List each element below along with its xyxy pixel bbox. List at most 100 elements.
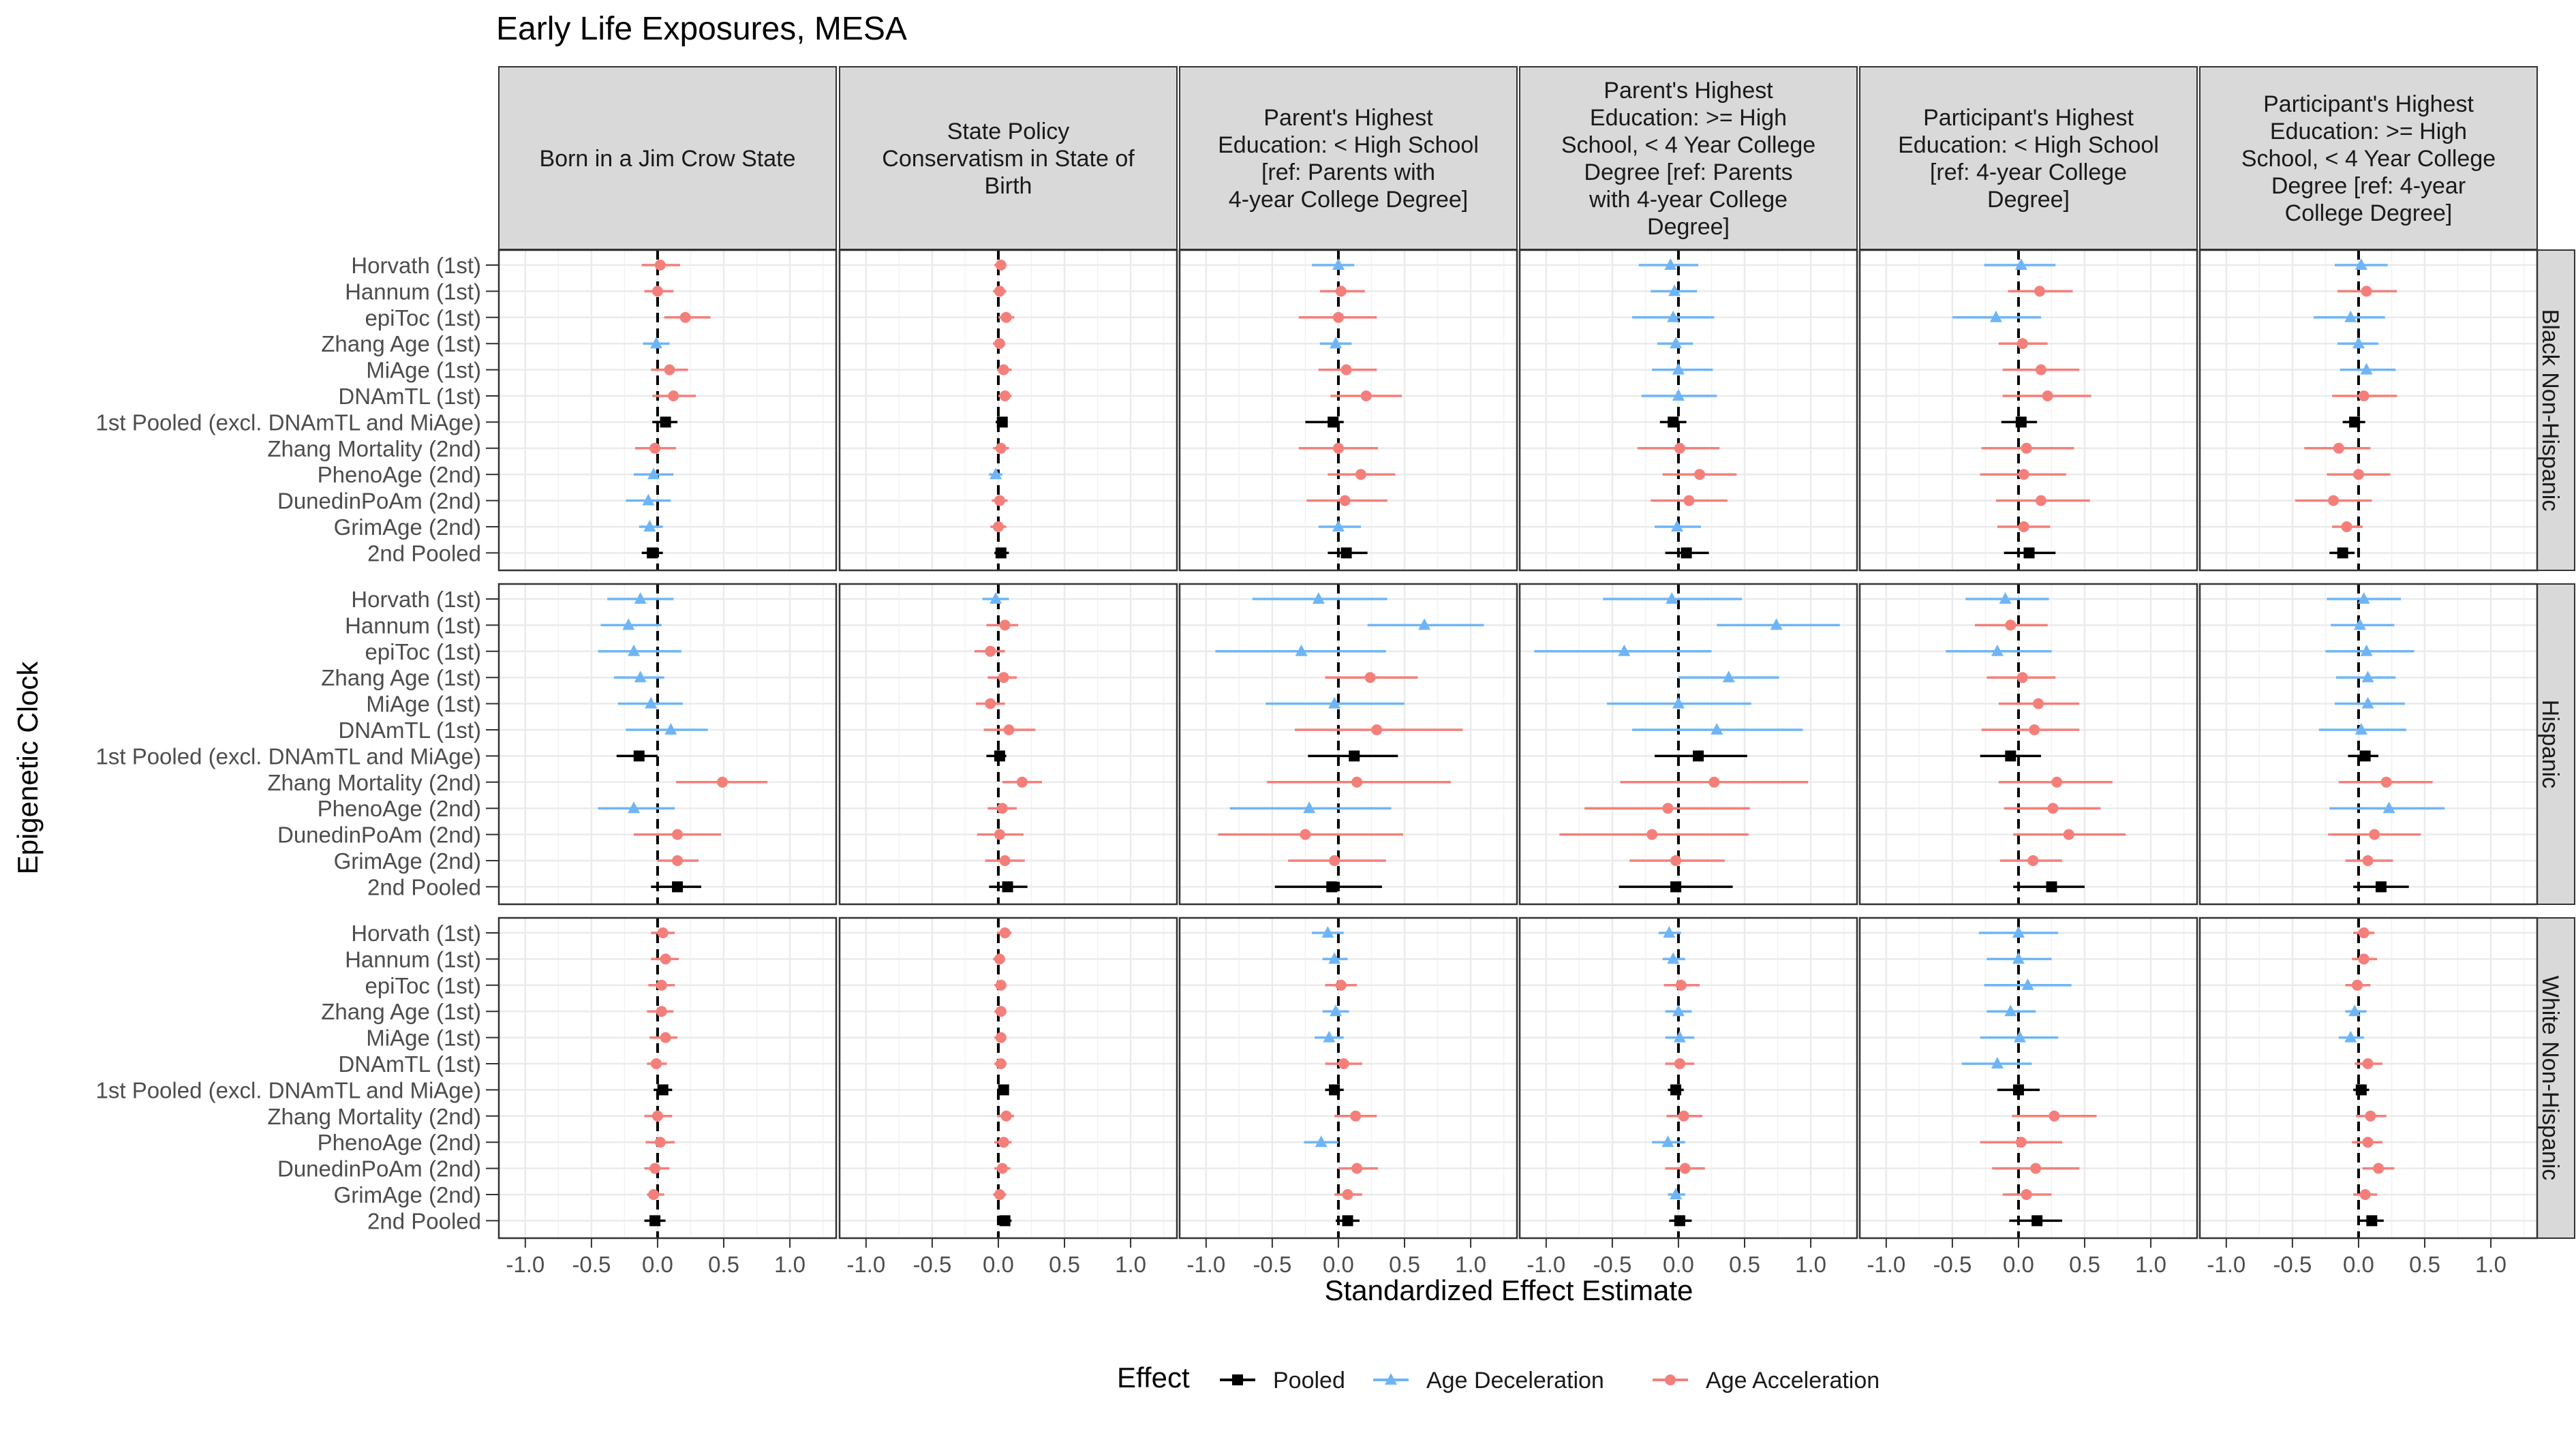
x-tick-label: 0.0	[983, 1252, 1014, 1277]
estimate-point	[2355, 723, 2367, 735]
estimate-point	[1681, 547, 1692, 559]
x-tick-label: 1.0	[2135, 1252, 2166, 1277]
x-tick-label: 0.0	[1323, 1252, 1354, 1277]
y-tick-label: epiToc (1st)	[365, 639, 481, 664]
estimate-point	[2382, 801, 2395, 814]
estimate-point	[2362, 1137, 2374, 1148]
estimate-point	[1678, 1110, 1689, 1122]
estimate-point	[1371, 724, 1383, 735]
y-tick-label: DNAmTL (1st)	[338, 1051, 481, 1077]
estimate-point	[996, 416, 1008, 428]
estimate-point	[2049, 1110, 2060, 1122]
estimate-point	[2063, 829, 2074, 840]
estimate-point	[1000, 1110, 1012, 1122]
x-tick-label: 0.5	[708, 1252, 739, 1277]
facet-panel	[2198, 583, 2539, 906]
estimate-point	[2012, 1084, 2024, 1096]
row-facet-label: White Non-Hispanic	[2537, 976, 2563, 1180]
estimate-point	[672, 855, 684, 866]
estimate-point	[995, 260, 1007, 271]
estimate-point	[1672, 696, 1685, 709]
x-tick-label: 0.5	[1049, 1252, 1080, 1277]
estimate-point	[995, 1058, 1007, 1069]
panel-background	[1180, 918, 1517, 1238]
x-tick-label: 1.0	[1115, 1252, 1146, 1277]
estimate-point	[2361, 671, 2374, 683]
y-tick-label: Hannum (1st)	[345, 279, 481, 304]
estimate-point	[1339, 495, 1351, 506]
estimate-point	[1670, 855, 1682, 866]
estimate-point	[999, 1215, 1011, 1227]
legend-key-marker	[1665, 1374, 1676, 1385]
row-facet-label: Black Non-Hispanic	[2537, 309, 2563, 512]
estimate-point	[2373, 1163, 2385, 1174]
legend-entry: Pooled	[1220, 1368, 1345, 1394]
estimate-point	[2348, 1004, 2361, 1017]
estimate-point	[999, 619, 1011, 631]
estimate-point	[990, 592, 1002, 604]
column-header-label: College Degree]	[2285, 200, 2453, 226]
estimate-point	[994, 829, 1005, 840]
estimate-point	[1670, 881, 1682, 893]
panel-background	[1860, 584, 2197, 904]
estimate-point	[1328, 952, 1341, 964]
estimate-point	[1673, 1030, 1686, 1043]
estimate-point	[1683, 495, 1695, 506]
y-tick-label: MiAge (1st)	[366, 358, 481, 383]
estimate-point	[2013, 1030, 2026, 1043]
estimate-point	[1672, 389, 1685, 401]
column-header-label: [ref: 4-year College	[1930, 159, 2127, 185]
y-tick-label: MiAge (1st)	[366, 692, 481, 717]
estimate-point	[995, 979, 1007, 991]
estimate-point	[1670, 1188, 1683, 1199]
x-tick-label: -1.0	[1186, 1252, 1225, 1277]
estimate-point	[1312, 592, 1325, 604]
estimate-point	[1332, 520, 1345, 532]
estimate-point	[2012, 926, 2025, 938]
estimate-point	[660, 416, 671, 428]
column-header-label: Education: < High School	[1218, 132, 1479, 158]
y-tick-label: DunedinPoAm (2nd)	[277, 1156, 481, 1182]
estimate-point	[2365, 1110, 2376, 1122]
estimate-point	[1662, 803, 1674, 814]
estimate-point	[657, 927, 669, 938]
estimate-point	[994, 1189, 1005, 1200]
estimate-point	[645, 696, 658, 709]
estimate-point	[1351, 1163, 1363, 1174]
panel-border	[1518, 249, 1858, 572]
estimate-point	[664, 364, 675, 375]
estimate-point	[1722, 671, 1735, 683]
estimate-point	[634, 592, 647, 604]
estimate-point	[1321, 926, 1334, 938]
column-header-background	[839, 66, 1178, 250]
panel-background	[840, 584, 1177, 904]
estimate-point	[2034, 286, 2045, 297]
y-tick-label: DunedinPoAm (2nd)	[277, 822, 481, 848]
estimate-point	[2021, 442, 2032, 454]
column-header-label: Degree]	[1987, 187, 2070, 213]
x-tick-label: -1.0	[506, 1252, 545, 1277]
legend-title: Effect	[1117, 1361, 1190, 1394]
estimate-point	[2360, 363, 2373, 375]
panel-background	[499, 250, 836, 570]
estimate-point	[1668, 416, 1679, 428]
x-tick-label: -0.5	[1933, 1252, 1972, 1277]
estimate-point	[1340, 364, 1352, 375]
facet-panel	[1518, 583, 1858, 906]
panel-border	[1858, 917, 2198, 1240]
estimate-point	[2046, 881, 2057, 893]
estimate-point	[994, 750, 1005, 762]
estimate-point	[1999, 592, 2012, 604]
estimate-point	[1338, 1058, 1349, 1069]
column-header-background	[1519, 66, 1858, 250]
x-tick-label: -1.0	[1527, 1252, 1565, 1277]
estimate-point	[999, 855, 1011, 866]
estimate-point	[1675, 979, 1687, 991]
estimate-point	[1328, 416, 1339, 428]
estimate-point	[994, 495, 1005, 506]
estimate-point	[1335, 979, 1347, 991]
facet-panel	[497, 917, 838, 1240]
